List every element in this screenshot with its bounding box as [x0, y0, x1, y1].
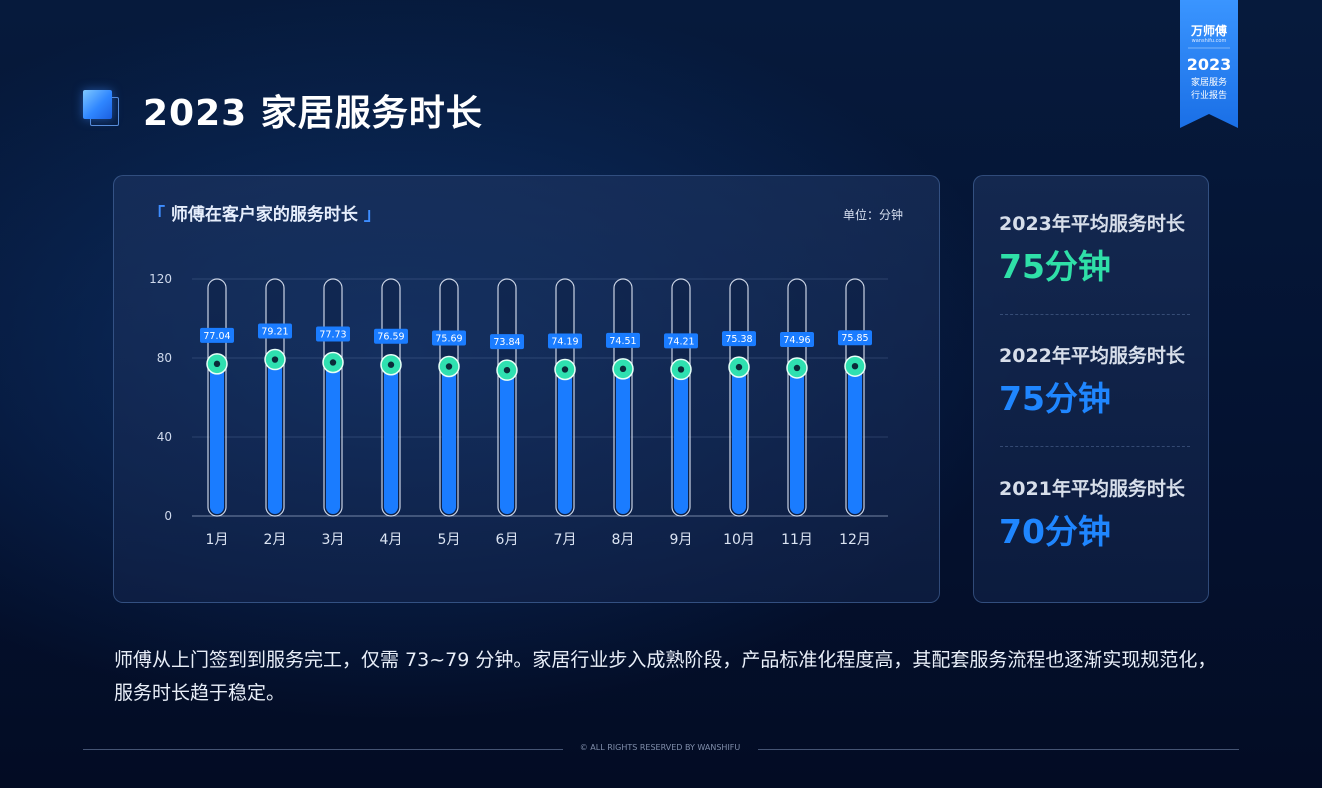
bar-chart: 0 40 80 120 77.04 1月 79.21 2月 77.73 3月 76.59 4月 75.6… [149, 272, 888, 548]
badge-line-1: 家居服务 [1190, 78, 1227, 88]
stat-label: 2022年平均服务时长 [999, 345, 1185, 367]
stat-value: 75分钟 [999, 247, 1111, 286]
data-label: 74.51 [609, 336, 636, 347]
data-label: 76.59 [377, 332, 404, 343]
bar [442, 366, 456, 514]
value-marker-dot [213, 360, 221, 368]
data-label: 75.85 [841, 333, 868, 344]
stat-divider [1000, 446, 1190, 447]
data-label-box [374, 328, 408, 344]
data-label: 75.38 [725, 334, 752, 345]
value-marker-dot [387, 361, 395, 368]
value-marker-dot [851, 362, 859, 370]
value-marker-dot [619, 365, 627, 373]
x-tick-label: 1月 [206, 532, 229, 548]
x-tick-label: 5月 [438, 532, 461, 548]
stat-value: 75分钟 [999, 379, 1111, 418]
footer-copyright: © ALL RIGHTS RESERVED BY WANSHIFU [579, 743, 741, 752]
stat-divider [1000, 314, 1190, 315]
stat-2023: 2023年平均服务时长 75分钟 [999, 209, 1199, 288]
data-label: 77.73 [319, 329, 346, 340]
stats-panel: 2023年平均服务时长 75分钟 2022年平均服务时长 75分钟 2021年平… [973, 175, 1209, 603]
badge-year: 2023 [1186, 55, 1232, 74]
stat-label: 2021年平均服务时长 [999, 478, 1185, 500]
data-label-box [258, 323, 292, 339]
x-tick-label: 2月 [264, 532, 287, 548]
data-label: 77.04 [203, 331, 230, 342]
stat-2021: 2021年平均服务时长 70分钟 [999, 474, 1199, 553]
x-tick-label: 6月 [496, 532, 519, 548]
bar [384, 364, 398, 514]
x-tick-label: 8月 [612, 532, 635, 548]
data-label: 79.21 [261, 327, 288, 338]
y-tick-label: 40 [157, 430, 172, 444]
bar [616, 368, 630, 514]
bar [790, 367, 804, 514]
x-tick-label: 9月 [670, 532, 693, 548]
bar [558, 369, 572, 514]
data-label-box [606, 332, 640, 348]
data-label: 74.96 [783, 335, 810, 346]
ribbon-shape [1180, 0, 1238, 128]
data-label: 74.19 [551, 336, 578, 347]
value-marker-dot [735, 363, 743, 371]
x-tick-label: 10月 [723, 532, 755, 548]
data-label-box [548, 333, 582, 349]
footer-divider-left [83, 749, 563, 750]
bar [500, 370, 514, 514]
x-tick-label: 7月 [554, 532, 577, 548]
chart-title: 「 师傅在客户家的服务时长 」 [148, 200, 381, 225]
data-label-box [200, 327, 234, 343]
data-label: 74.21 [667, 336, 694, 347]
chart-title-bracket-close: 」 [363, 205, 381, 225]
data-label-box [838, 330, 872, 346]
value-marker-dot [329, 359, 337, 366]
report-badge: 万师傅 wanshifu.com 2023 家居服务 行业报告 [1180, 0, 1238, 130]
data-label-box [432, 330, 466, 346]
bar [210, 363, 224, 514]
x-tick-label: 4月 [380, 532, 403, 548]
data-label-box [664, 333, 698, 349]
data-label-box [490, 334, 524, 350]
chart-title-bracket-open: 「 [148, 205, 165, 225]
value-marker-dot [561, 366, 569, 373]
data-label-box [316, 326, 350, 342]
brand-url: wanshifu.com [1191, 38, 1227, 44]
data-label: 73.84 [493, 337, 520, 348]
bar [848, 366, 862, 514]
chart-unit: 单位：分钟 [842, 208, 903, 222]
bar [732, 367, 746, 514]
chart-panel: 「 师傅在客户家的服务时长 」 单位：分钟 0 40 80 120 77.04 1月 79.… [113, 175, 940, 603]
chart-title-text: 师傅在客户家的服务时长 [170, 205, 358, 225]
brand-name: 万师傅 [1190, 24, 1227, 38]
footer-divider-right [758, 749, 1239, 750]
value-marker-dot [271, 356, 279, 363]
x-tick-label: 12月 [839, 532, 871, 548]
value-marker-dot [445, 363, 453, 370]
data-label: 75.69 [435, 334, 462, 345]
x-tick-label: 11月 [781, 532, 813, 548]
y-tick-label: 80 [157, 351, 172, 365]
bar [268, 359, 282, 514]
badge-line-2: 行业报告 [1190, 91, 1227, 101]
bar [674, 369, 688, 514]
value-marker-dot [793, 364, 801, 372]
y-tick-label: 120 [149, 272, 172, 286]
page-title: 2023 家居服务时长 [143, 93, 483, 134]
stat-2022: 2022年平均服务时长 75分钟 [999, 341, 1199, 420]
data-label-box [722, 331, 756, 347]
y-tick-label: 0 [164, 509, 172, 523]
bar [326, 362, 340, 514]
data-label-box [780, 331, 814, 347]
description-text: 师傅从上门签到到服务完工，仅需 73~79 分钟。家居行业步入成熟阶段，产品标准… [114, 649, 1217, 704]
value-marker-dot [503, 366, 511, 374]
title-logo-icon [83, 90, 121, 128]
value-marker-dot [677, 366, 685, 373]
x-tick-label: 3月 [322, 532, 345, 548]
stat-value: 70分钟 [999, 512, 1111, 551]
stat-label: 2023年平均服务时长 [999, 213, 1185, 235]
